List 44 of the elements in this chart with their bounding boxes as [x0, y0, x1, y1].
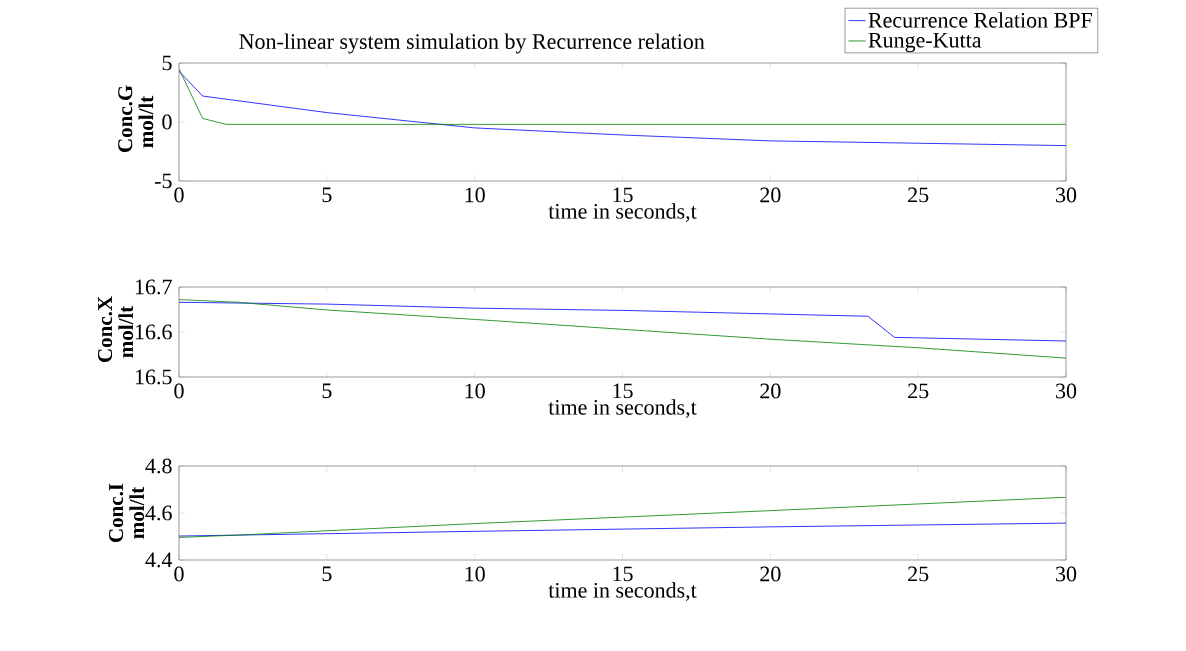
line-series — [179, 70, 1067, 147]
x-tick-label: 5 — [322, 383, 332, 399]
y-tick-label: 16.6 — [135, 324, 172, 340]
x-tick-label: 30 — [1056, 566, 1077, 582]
legend-label: Runge-Kutta — [868, 32, 982, 53]
x-axis-title: time in seconds,t — [548, 399, 697, 418]
x-axis-title: time in seconds,t — [548, 582, 697, 601]
x-tick-label: 5 — [322, 187, 332, 203]
line-series — [179, 299, 1067, 359]
x-tick-label: 30 — [1056, 383, 1077, 399]
y-tick-label: 5 — [162, 55, 172, 71]
line-series — [179, 496, 1067, 538]
x-axis-title: time in seconds,t — [548, 203, 697, 222]
y-tick-label: -5 — [154, 173, 172, 189]
x-tick-label: 10 — [465, 566, 485, 582]
y-axis-title: Conc.X mol/lt — [97, 296, 134, 362]
x-tick-label: 0 — [174, 566, 184, 582]
y-tick-label: 4.8 — [145, 458, 172, 474]
x-tick-label: 0 — [174, 383, 184, 399]
x-tick-label: 30 — [1056, 187, 1077, 203]
x-tick-label: 15 — [613, 383, 633, 399]
x-tick-label: 25 — [908, 566, 929, 582]
line-series — [179, 522, 1067, 537]
y-axis-title: Conc.I mol/lt — [108, 483, 145, 543]
legend-label: Recurrence Relation BPF — [868, 12, 1092, 28]
y-tick-label: 16.5 — [135, 369, 172, 385]
x-tick-label: 10 — [465, 383, 485, 399]
y-axis-title: Conc.G mol/lt — [118, 85, 154, 152]
y-tick-label: 16.7 — [135, 279, 172, 295]
y-tick-label: 0 — [162, 114, 172, 130]
x-tick-label: 0 — [174, 187, 184, 203]
x-tick-label: 15 — [613, 187, 633, 203]
x-tick-label: 5 — [322, 566, 332, 582]
y-tick-label: 4.4 — [145, 552, 173, 568]
x-tick-label: 20 — [760, 383, 781, 399]
x-tick-label: 10 — [465, 187, 485, 203]
x-tick-label: 25 — [908, 383, 929, 399]
x-tick-label: 20 — [760, 566, 781, 582]
x-tick-label: 15 — [613, 566, 633, 582]
chart-title: Non-linear system simulation by Recurrence relation — [239, 33, 705, 54]
x-tick-label: 20 — [760, 187, 781, 203]
line-series — [179, 301, 1067, 342]
y-tick-label: 4.6 — [145, 505, 172, 521]
x-tick-label: 25 — [908, 187, 929, 203]
